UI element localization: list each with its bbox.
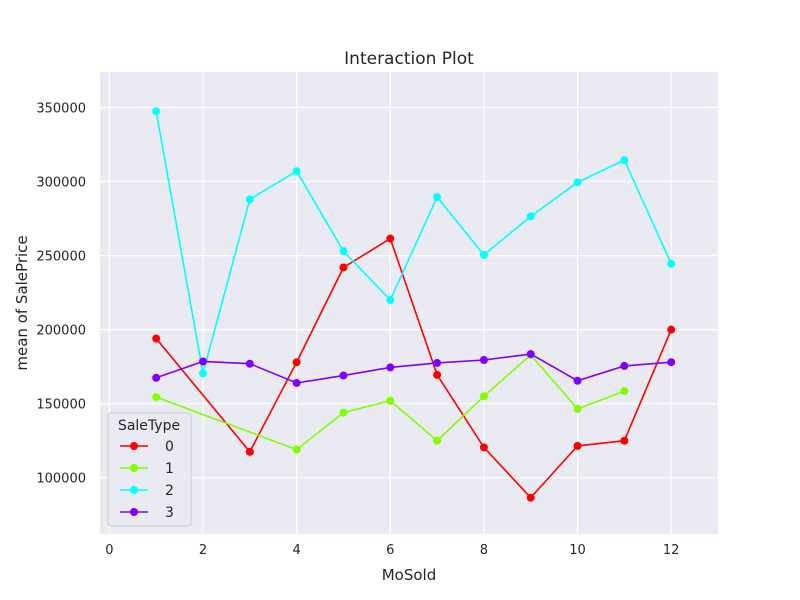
data-point	[479, 356, 488, 365]
legend-label: 2	[165, 483, 174, 499]
series-2	[152, 107, 676, 378]
data-point	[573, 404, 582, 413]
legend-marker	[130, 442, 138, 450]
x-tick-label: 0	[105, 543, 113, 558]
data-point	[292, 167, 301, 176]
data-point	[339, 408, 348, 417]
legend-marker	[130, 508, 138, 516]
data-point	[386, 296, 395, 305]
legend-item-2: 2	[120, 483, 174, 499]
x-tick-label: 10	[569, 543, 586, 558]
data-point	[152, 373, 161, 382]
data-point	[620, 361, 629, 370]
series-lines	[152, 107, 676, 502]
y-axis-ticks: 100000 150000 200000 250000 300000 350000	[36, 102, 86, 487]
data-point	[479, 443, 488, 452]
y-axis-label: mean of SalePrice	[13, 235, 31, 370]
legend-item-3: 3	[120, 505, 174, 521]
data-point	[479, 392, 488, 401]
legend: SaleType 0 1 2 3	[107, 412, 192, 527]
data-point	[667, 358, 676, 367]
x-tick-label: 4	[292, 543, 300, 558]
legend-label: 3	[165, 505, 174, 521]
data-point	[620, 156, 629, 165]
series-3	[152, 350, 676, 387]
legend-item-1: 1	[120, 461, 174, 477]
grid-lines	[100, 72, 718, 534]
series-0	[152, 234, 676, 502]
legend-marker	[130, 486, 138, 494]
data-point	[526, 350, 535, 359]
data-point	[292, 378, 301, 387]
data-point	[199, 357, 207, 366]
data-point	[245, 359, 254, 368]
x-tick-label: 8	[480, 543, 488, 558]
data-point	[152, 393, 161, 402]
data-point	[433, 193, 442, 202]
y-tick-label: 300000	[36, 176, 86, 191]
data-point	[292, 358, 301, 367]
data-point	[433, 370, 442, 379]
data-point	[433, 358, 442, 367]
chart-title: Interaction Plot	[344, 49, 474, 69]
series-line-2	[155, 111, 672, 374]
data-point	[573, 178, 582, 187]
data-point	[152, 107, 161, 116]
legend-label: 1	[165, 461, 174, 477]
data-point	[245, 195, 254, 204]
data-point	[573, 441, 582, 450]
data-point	[339, 371, 348, 380]
data-point	[386, 363, 395, 372]
data-point	[386, 234, 395, 243]
y-tick-label: 100000	[36, 472, 86, 487]
data-point	[199, 369, 207, 378]
legend-label: 0	[165, 439, 174, 455]
data-point	[386, 396, 395, 405]
x-tick-label: 2	[199, 543, 207, 558]
plot-area	[100, 72, 718, 534]
data-point	[245, 447, 254, 456]
data-point	[339, 263, 348, 272]
x-axis-ticks: 0 2 4 6 8 10 12	[105, 543, 679, 558]
x-tick-label: 6	[386, 543, 394, 558]
data-point	[620, 387, 629, 396]
y-tick-label: 350000	[36, 102, 86, 117]
data-point	[620, 436, 629, 445]
x-tick-label: 12	[663, 543, 680, 558]
y-tick-label: 150000	[36, 398, 86, 413]
series-line-3	[155, 353, 672, 384]
data-point	[667, 325, 676, 334]
legend-title: SaleType	[118, 418, 180, 434]
data-point	[152, 334, 161, 343]
data-point	[667, 259, 676, 268]
y-tick-label: 250000	[36, 250, 86, 265]
data-point	[433, 436, 442, 445]
legend-box	[107, 412, 192, 527]
data-point	[479, 250, 488, 259]
y-tick-label: 200000	[36, 324, 86, 339]
data-point	[292, 445, 301, 454]
legend-marker	[130, 464, 138, 472]
data-point	[526, 212, 535, 221]
data-point	[339, 247, 348, 256]
x-axis-label: MoSold	[382, 566, 437, 584]
legend-item-0: 0	[120, 439, 174, 455]
legend-items: 0 1 2 3	[120, 439, 174, 521]
data-point	[573, 376, 582, 385]
data-point	[526, 493, 535, 502]
